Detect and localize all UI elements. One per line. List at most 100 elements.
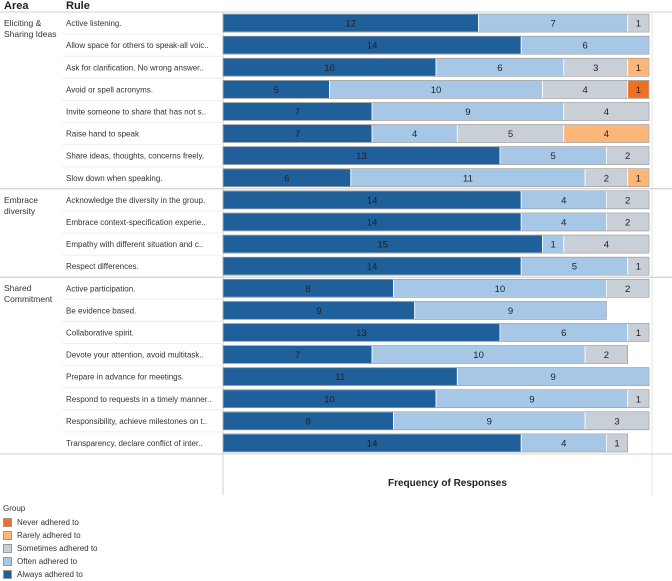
bar-outline xyxy=(222,411,650,431)
bar-outline xyxy=(222,35,650,55)
data-label: 10 xyxy=(473,350,484,361)
stacked-bar-chart: Eliciting & Sharing Ideas Active listening… xyxy=(0,11,672,495)
bar-outline xyxy=(222,146,650,165)
data-label: 1 xyxy=(636,173,641,184)
data-label: 3 xyxy=(593,63,598,74)
data-label: 15 xyxy=(377,240,388,251)
rule-column-header: Rule xyxy=(66,0,90,12)
legend-item: Never adhered to xyxy=(3,516,98,529)
data-label: 1 xyxy=(636,394,641,405)
bar-outline xyxy=(222,389,650,409)
data-label: 7 xyxy=(295,350,300,361)
rule-label: Ask for clarification. No wrong answer.. xyxy=(66,63,204,72)
data-label: 4 xyxy=(561,438,566,449)
data-label: 1 xyxy=(636,63,641,74)
data-label: 9 xyxy=(316,306,321,317)
rule-label: Respond to requests in a timely manner.. xyxy=(66,395,211,404)
data-label: 2 xyxy=(604,350,609,361)
rule-label: Collaborative spirit. xyxy=(66,328,134,337)
rule-label: Transparency, declare conflict of inter.… xyxy=(66,439,203,448)
rule-label: Allow space for others to speak-all voic… xyxy=(66,41,209,50)
data-label: 4 xyxy=(561,217,566,228)
rule-label: Invite someone to share that has not s.. xyxy=(66,107,206,116)
data-label: 5 xyxy=(551,151,556,162)
data-label: 8 xyxy=(306,416,311,427)
data-label: 1 xyxy=(636,328,641,339)
data-label: 14 xyxy=(367,195,378,206)
data-label: 8 xyxy=(306,284,311,295)
bar-outline xyxy=(222,102,650,121)
data-label: 14 xyxy=(367,262,378,273)
legend: Group Never adhered to Rarely adhered to S… xyxy=(3,504,98,581)
data-label: 13 xyxy=(356,151,367,162)
legend-label: Never adhered to xyxy=(17,518,79,527)
legend-swatch xyxy=(3,544,12,553)
data-label: 6 xyxy=(582,41,587,52)
legend-swatch xyxy=(3,557,12,566)
data-label: 1 xyxy=(636,19,641,30)
legend-item: Often adhered to xyxy=(3,555,98,568)
bar-outline xyxy=(222,234,650,254)
bar-outline xyxy=(222,345,629,364)
data-label: 3 xyxy=(614,416,619,427)
data-label: 4 xyxy=(582,85,587,96)
area-label: Eliciting & Sharing Ideas xyxy=(4,18,56,39)
data-label: 9 xyxy=(551,372,556,383)
rule-label: Raise hand to speak xyxy=(66,130,140,139)
data-label: 1 xyxy=(636,85,641,96)
bar-outline xyxy=(222,13,650,33)
legend-label: Always adhered to xyxy=(17,570,83,579)
bar-outline xyxy=(222,256,650,276)
data-label: 10 xyxy=(495,284,506,295)
data-label: 14 xyxy=(367,438,378,449)
bar-outline xyxy=(222,323,650,342)
bar-outline xyxy=(222,190,650,210)
legend-swatch xyxy=(3,570,12,579)
area-label: Embrace diversity xyxy=(4,195,38,216)
data-label: 9 xyxy=(508,306,513,317)
legend-item: Sometimes adhered to xyxy=(3,542,98,555)
rule-label: Empathy with different situation and c.. xyxy=(66,240,203,249)
rule-label: Active participation. xyxy=(66,284,135,293)
bar-outline xyxy=(222,212,650,232)
area-label: Shared Commitment xyxy=(4,283,53,304)
data-label: 14 xyxy=(367,217,378,228)
data-label: 10 xyxy=(324,394,335,405)
rule-label: Slow down when speaking. xyxy=(66,174,163,183)
data-label: 6 xyxy=(561,328,566,339)
data-label: 2 xyxy=(625,284,630,295)
data-label: 1 xyxy=(636,262,641,273)
bar-outline xyxy=(222,168,650,188)
data-label: 1 xyxy=(614,438,619,449)
legend-label: Often adhered to xyxy=(17,557,78,566)
area-column-header: Area xyxy=(4,0,29,12)
data-label: 14 xyxy=(367,41,378,52)
legend-item: Always adhered to xyxy=(3,568,98,581)
data-label: 4 xyxy=(604,107,609,118)
data-label: 13 xyxy=(356,328,367,339)
legend-item: Rarely adhered to xyxy=(3,529,98,542)
data-label: 10 xyxy=(431,85,442,96)
rule-label: Respect differences. xyxy=(66,262,139,271)
data-label: 4 xyxy=(604,240,609,251)
data-label: 6 xyxy=(497,63,502,74)
data-label: 7 xyxy=(295,129,300,140)
bar-outline xyxy=(222,433,629,453)
data-label: 1 xyxy=(551,240,556,251)
data-label: 7 xyxy=(551,19,556,30)
rule-label: Prepare in advance for meetings. xyxy=(66,373,184,382)
data-label: 10 xyxy=(324,63,335,74)
data-label: 2 xyxy=(604,173,609,184)
data-label: 2 xyxy=(625,195,630,206)
data-label: 11 xyxy=(463,173,473,184)
rule-label: Devote your attention, avoid multitask.. xyxy=(66,351,204,360)
legend-swatch xyxy=(3,531,12,540)
rule-label: Share ideas, thoughts, concerns freely. xyxy=(66,152,204,161)
data-label: 2 xyxy=(625,217,630,228)
rule-label: Responsibility, achieve milestones on t.… xyxy=(66,417,207,426)
data-label: 12 xyxy=(346,19,357,30)
bar-outline xyxy=(222,124,650,143)
data-label: 9 xyxy=(529,394,534,405)
data-label: 11 xyxy=(335,372,345,383)
rule-label: Active listening. xyxy=(66,19,122,28)
